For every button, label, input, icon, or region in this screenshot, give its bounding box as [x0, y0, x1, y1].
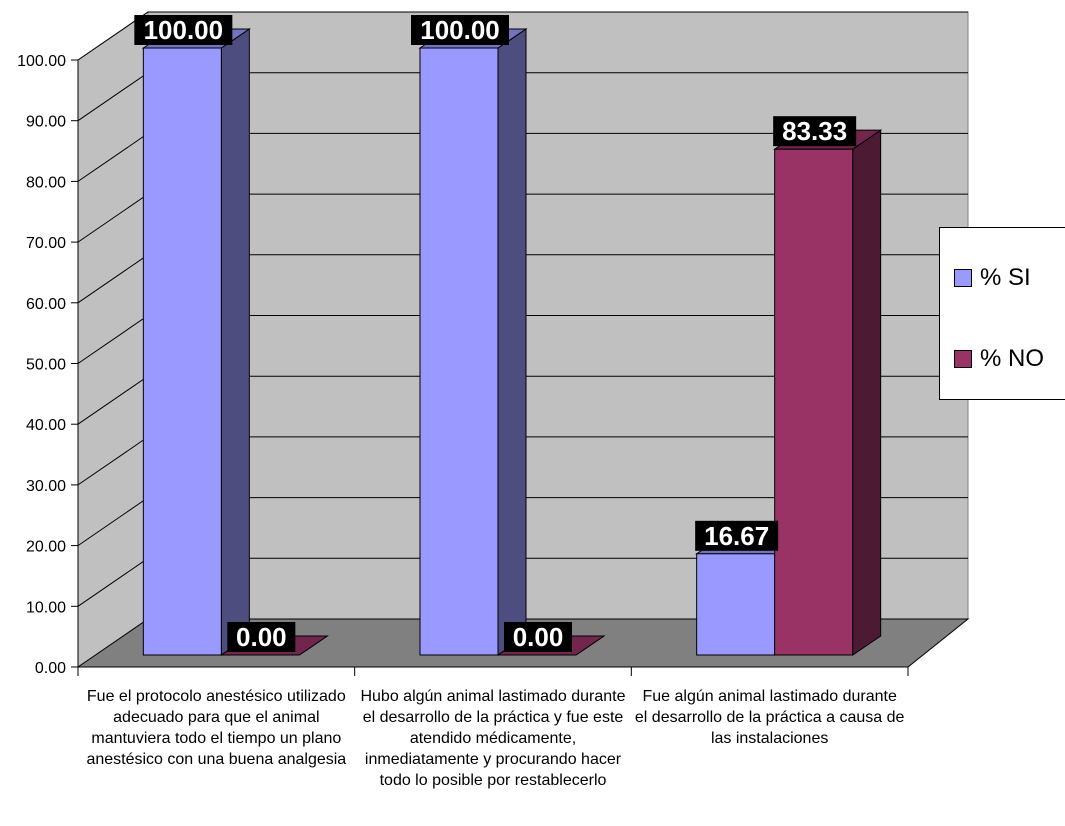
bar-side: [852, 129, 882, 656]
category-label: Hubo algún animal lastimado durante el d…: [360, 688, 626, 789]
data-label-bg: [134, 15, 233, 45]
data-label: 16.67: [704, 521, 769, 551]
data-label: 100.00: [420, 15, 500, 45]
category-label: Fue algún animal lastimado durante el de…: [634, 688, 905, 747]
legend-item-no: % NO: [954, 345, 1044, 373]
data-label: 83.33: [782, 116, 847, 146]
data-label-bg: [773, 116, 857, 147]
y-tick-label: 70.00: [26, 235, 66, 252]
y-tick-label: 50.00: [26, 357, 66, 374]
legend-swatch-si: [954, 269, 972, 287]
y-tick-label: 60.00: [26, 296, 66, 313]
data-label: 0.00: [513, 622, 564, 652]
x-axis: [77, 666, 909, 676]
y-tick-label: 30.00: [26, 478, 66, 495]
bar: [774, 148, 854, 656]
data-label: 100.00: [144, 15, 224, 45]
y-tick-label: 100.00: [17, 53, 66, 70]
legend-label-no: % NO: [980, 345, 1045, 372]
bar-side: [220, 28, 250, 656]
data-label-bg: [411, 15, 509, 45]
legend-swatch-no: [954, 350, 972, 368]
bar: [142, 47, 222, 656]
y-tick-label: 20.00: [26, 539, 66, 556]
data-label-bg: [227, 622, 296, 652]
data-label: 0.00: [236, 622, 287, 652]
legend-label-si: % SI: [980, 264, 1031, 291]
y-axis: 0.00 10.00 20.00 30.00 40.00 50.00 60.00 70.00 8…: [17, 53, 79, 677]
data-label-bg: [504, 622, 572, 652]
bar: [419, 47, 499, 656]
y-tick-label: 10.00: [26, 599, 66, 616]
gridline: [77, 11, 968, 61]
data-labels: 100.00 0.00 100.00 0.00 16.67 83.33: [134, 15, 857, 652]
category-label: Fue el protocolo anestésico utilizado ad…: [86, 688, 347, 768]
data-label-bg: [695, 520, 779, 551]
y-tick-label: 90.00: [26, 114, 66, 131]
y-tick-label: 80.00: [26, 174, 66, 191]
bar-side: [497, 28, 527, 656]
legend-item-si: % SI: [954, 264, 1031, 292]
y-tick-label: 0.00: [35, 660, 66, 677]
bar: [696, 553, 776, 656]
y-tick-label: 40.00: [26, 417, 66, 434]
legend: % SI % NO: [939, 227, 1065, 400]
